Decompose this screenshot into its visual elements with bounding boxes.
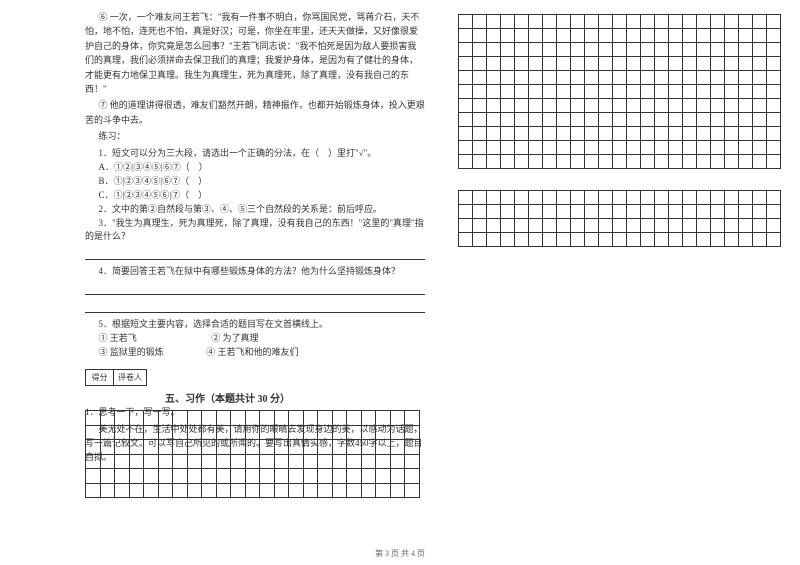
writing-grid-top	[458, 14, 781, 169]
score-label: 得分	[86, 370, 114, 385]
opt-2: ② 为了真理	[211, 333, 258, 343]
main-content: ⑥ 一次，一个难友问王若飞："我有一件事不明白，你骂国民党，骂蒋介石，天不怕，地…	[85, 10, 425, 467]
title-options-row2: ③ 监狱里的锻炼 ④ 王若飞和他的难友们	[85, 345, 425, 359]
grader-label: 评卷人	[114, 370, 146, 385]
answer-line-1	[85, 246, 425, 260]
question-4: 4．简要回答王若飞在狱中有哪些锻炼身体的方法？他为什么坚持锻炼身体？	[85, 264, 425, 277]
writing-grid-bottom	[85, 410, 420, 498]
paragraph-6: ⑥ 一次，一个难友问王若飞："我有一件事不明白，你骂国民党，骂蒋介石，天不怕，地…	[85, 10, 425, 96]
opt-1: ① 王若飞	[99, 333, 137, 343]
option-b: B．①|②③④⑤|⑥⑦（ ）	[85, 174, 425, 187]
exercise-label: 练习：	[85, 129, 425, 143]
score-box: 得分 评卷人	[85, 369, 147, 386]
writing-grid-mid	[458, 190, 781, 247]
paragraph-7: ⑦ 他的道理讲得很透，难友们豁然开朗，精神振作，也都开始锻炼身体，投入更艰苦的斗…	[85, 98, 425, 127]
section-title: 五、习作（本题共计 30 分）	[165, 390, 425, 405]
question-5: 5．根据短文主要内容，选择合适的题目写在文首横线上。	[85, 317, 425, 330]
title-options-row1: ① 王若飞 ② 为了真理	[85, 331, 425, 345]
opt-3: ③ 监狱里的锻炼	[99, 347, 164, 357]
question-3: 3．"我生为真理生，死为真理死，除了真理，没有我自己的东西！"这里的"真理"指的…	[85, 216, 425, 242]
question-1: 1．短文可以分为三大段，请选出一个正确的分法，在（ ）里打"√"。	[85, 146, 425, 159]
option-a: A．①②|③④⑤|⑥⑦（ ）	[85, 160, 425, 173]
answer-line-3	[85, 299, 425, 313]
option-c: C．①|②③④⑤⑥|⑦（ ）	[85, 188, 425, 201]
opt-4: ④ 王若飞和他的难友们	[206, 347, 298, 357]
question-2: 2．文中的第②自然段与第③、④、⑤三个自然段的关系是：前后呼应。	[85, 202, 425, 215]
answer-line-2	[85, 281, 425, 295]
page-footer: 第 3 页 共 4 页	[0, 548, 800, 559]
